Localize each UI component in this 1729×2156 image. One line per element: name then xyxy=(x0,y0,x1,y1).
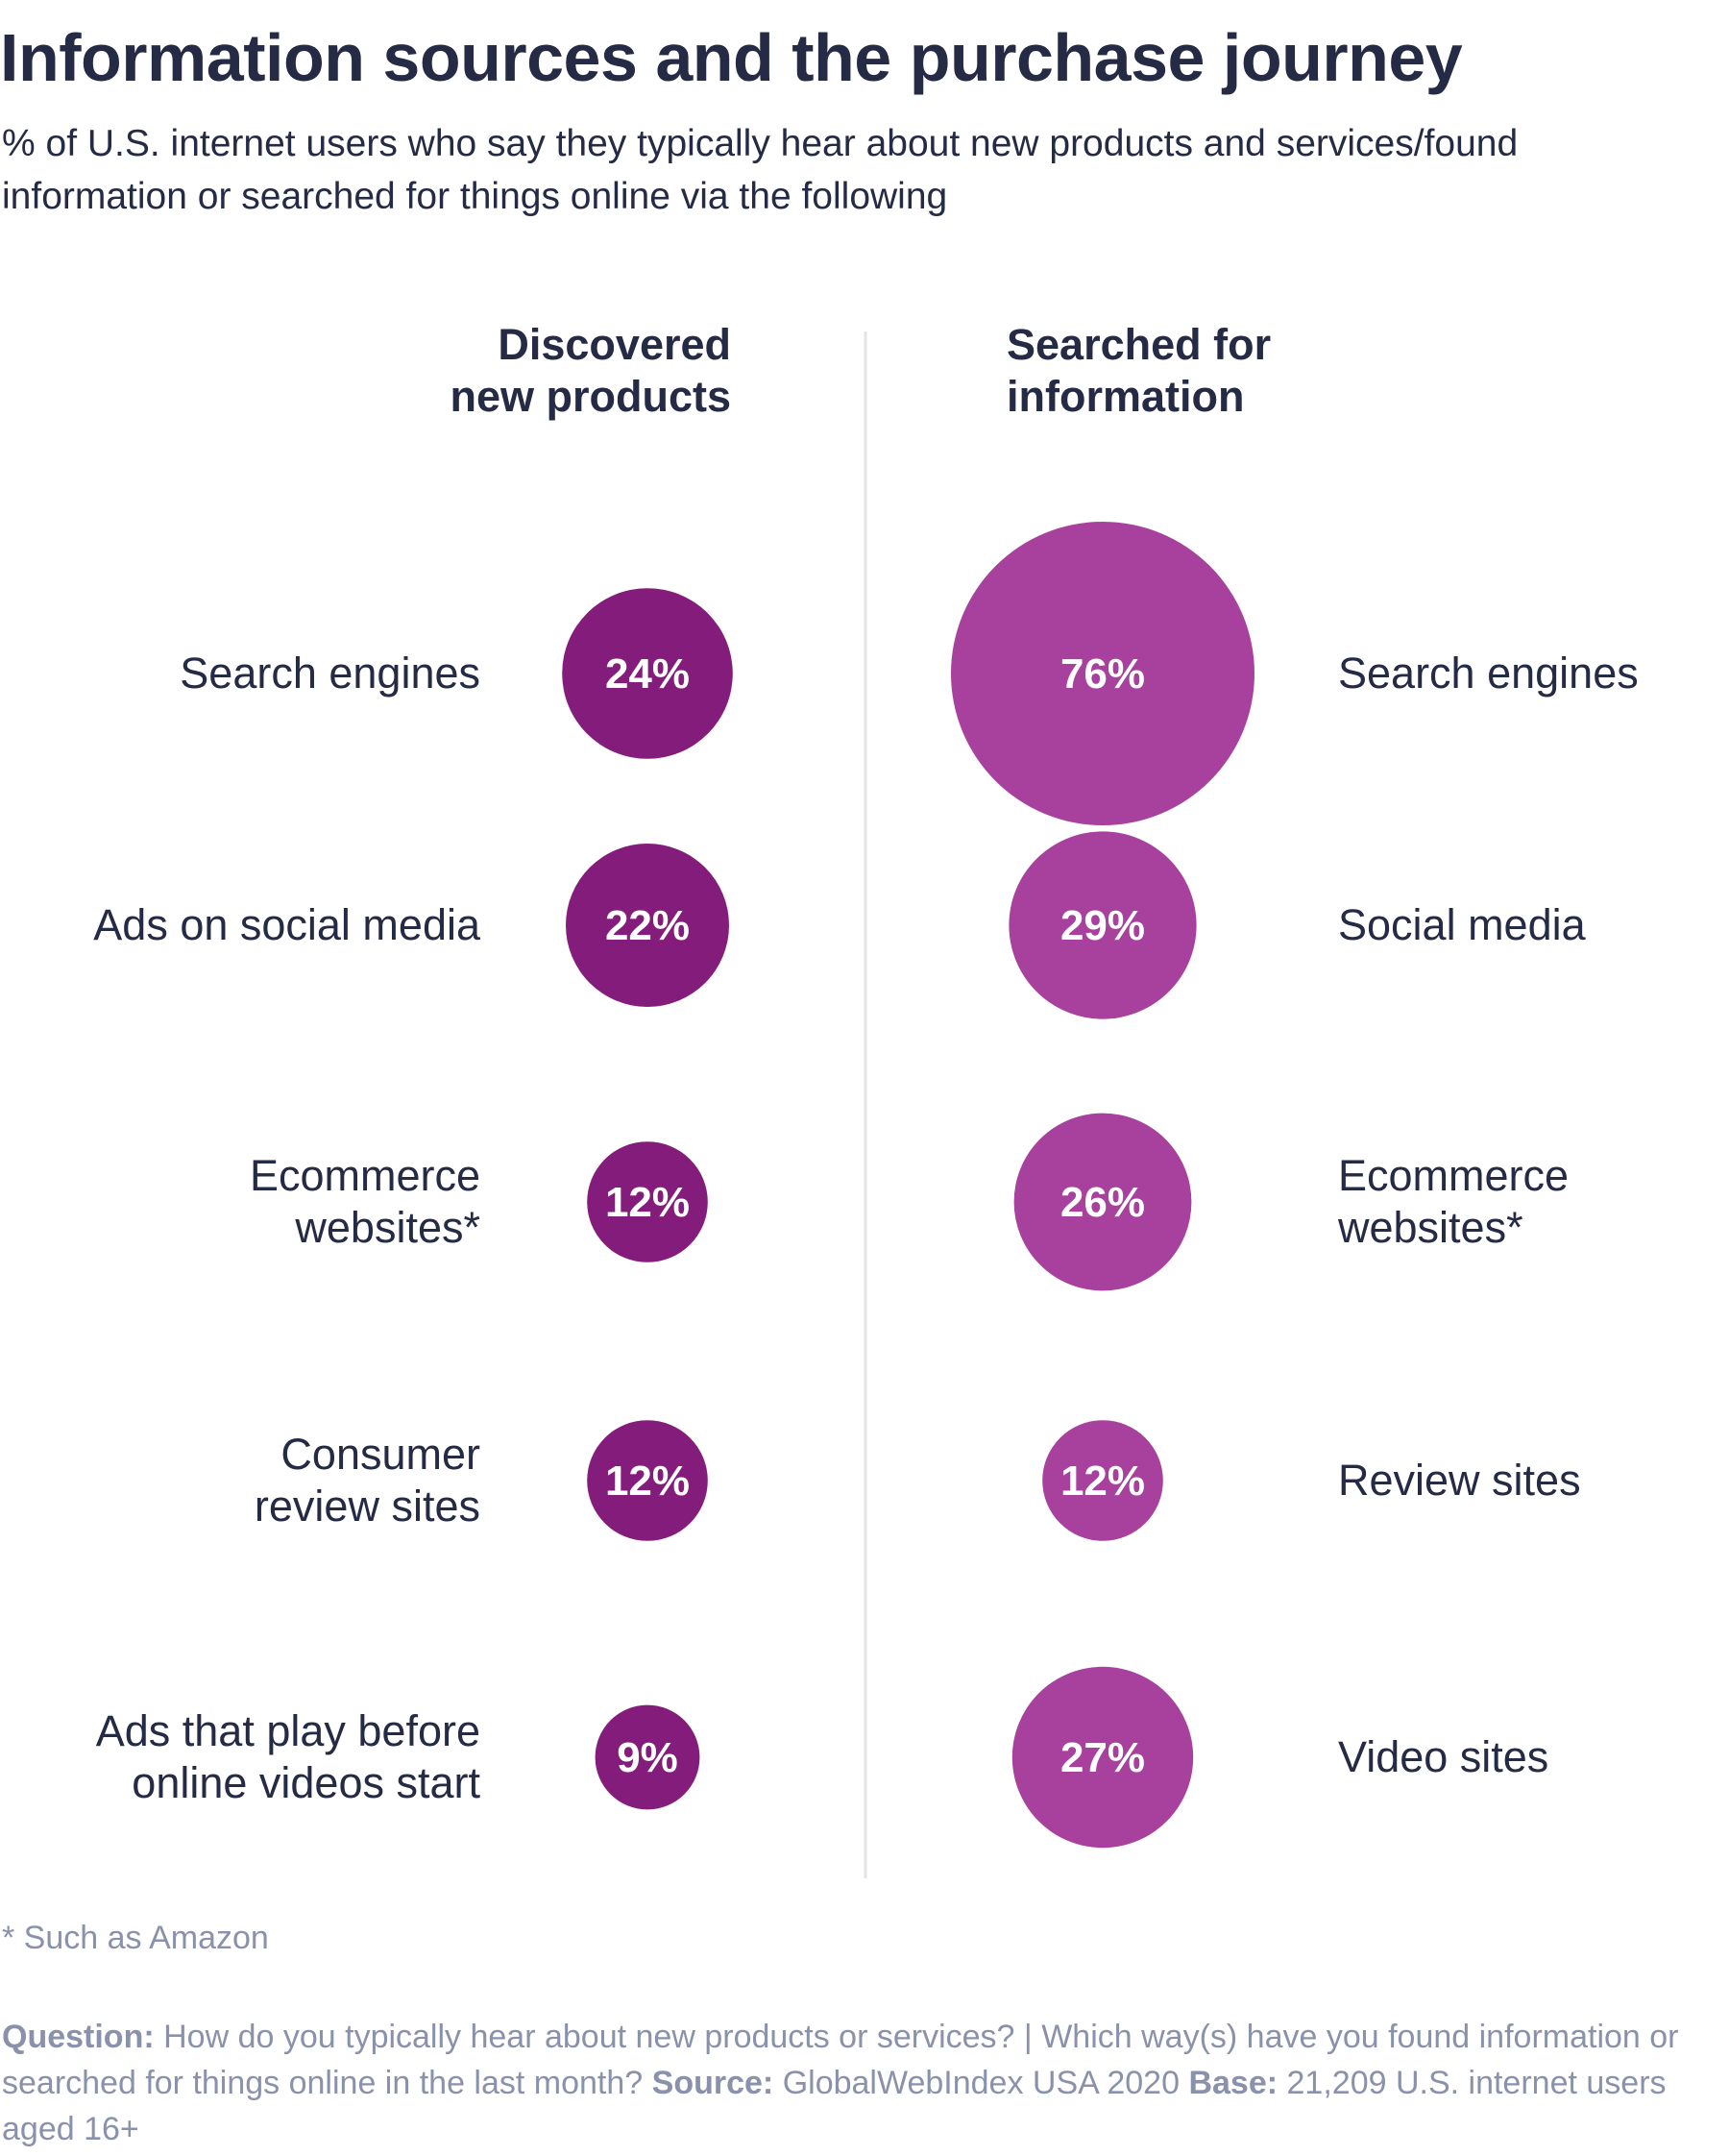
row-label-line: Search engines xyxy=(180,649,480,698)
discovered-bubble xyxy=(566,844,729,1007)
base-text: 21,209 U.S. internet users aged 16+ xyxy=(2,2065,1667,2147)
discovered-bubble xyxy=(587,1420,708,1541)
row-label-line: Consumer xyxy=(280,1430,480,1479)
searched-bubble xyxy=(1013,1113,1192,1291)
source-text: GlobalWebIndex USA 2020 xyxy=(782,2065,1180,2101)
bubble-value-label: 27% xyxy=(1060,1734,1145,1781)
row-label-line: Search engines xyxy=(1338,649,1639,698)
bubble-value-label: 24% xyxy=(605,650,690,698)
searched-row-label: Social media xyxy=(1338,900,1587,949)
bubble-value-label: 12% xyxy=(1060,1458,1145,1505)
bubble-value-label: 12% xyxy=(605,1458,690,1505)
chart-title: Information sources and the purchase jou… xyxy=(0,20,1463,95)
searched-bubble xyxy=(1011,1666,1194,1849)
searched-row-label: Video sites xyxy=(1338,1732,1548,1781)
row-label-line: Review sites xyxy=(1338,1456,1581,1505)
footnote: * Such as Amazon xyxy=(2,1920,269,1956)
bubble-value-label: 29% xyxy=(1060,902,1145,949)
source-label: Source: xyxy=(651,2065,774,2101)
discovered-row-label: Search engines xyxy=(180,649,480,698)
bubble-value-label: 26% xyxy=(1060,1179,1145,1226)
searched-bubble xyxy=(1042,1420,1163,1541)
question-text: How do you typically hear about new prod… xyxy=(2,2019,1679,2101)
row-label-line: review sites xyxy=(255,1482,480,1531)
searched-bubble xyxy=(1009,831,1197,1019)
row-label-line: Ads on social media xyxy=(93,900,481,949)
column-header-line: information xyxy=(1007,372,1244,421)
row-label-line: Social media xyxy=(1338,900,1587,949)
discovered-row-label: Consumer review sites xyxy=(255,1430,480,1531)
discovered-bubble xyxy=(562,588,733,759)
row-label-line: online videos start xyxy=(132,1758,480,1807)
row-label-line: Video sites xyxy=(1338,1732,1548,1781)
source-note: Question: How do you typically hear abou… xyxy=(2,2014,1721,2152)
row-label-line: Ecommerce xyxy=(250,1151,480,1200)
discovered-row-label: Ads that play before online videos start xyxy=(96,1706,481,1807)
row-label-line: Ecommerce xyxy=(1338,1151,1569,1200)
column-header-line: Discovered xyxy=(498,320,731,369)
discovered-row-label: Ecommerce websites* xyxy=(250,1151,480,1252)
bubble-value-label: 9% xyxy=(617,1734,678,1781)
searched-row-label: Search engines xyxy=(1338,649,1639,698)
bubble-value-label: 12% xyxy=(605,1179,690,1226)
chart-subtitle: % of U.S. internet users who say they ty… xyxy=(2,123,1519,217)
searched-row-label: Review sites xyxy=(1338,1456,1581,1505)
bubble-value-label: 76% xyxy=(1060,650,1145,698)
header-searched: Searched for information xyxy=(1007,320,1271,421)
row-label-line: websites* xyxy=(1337,1203,1523,1252)
row-label-line: websites* xyxy=(294,1203,480,1252)
searched-row-label: Ecommerce websites* xyxy=(1337,1151,1569,1252)
row-label-line: Ads that play before xyxy=(96,1706,480,1755)
question-label: Question: xyxy=(2,2019,155,2055)
discovered-bubble xyxy=(595,1704,700,1810)
column-header-line: Searched for xyxy=(1007,320,1271,369)
bubble-value-label: 22% xyxy=(605,902,690,949)
discovered-row-label: Ads on social media xyxy=(93,900,481,949)
searched-bubble xyxy=(951,522,1254,825)
base-label: Base: xyxy=(1188,2065,1278,2101)
header-discovered: Discovered new products xyxy=(450,320,731,421)
column-header-line: new products xyxy=(450,372,731,421)
discovered-bubble xyxy=(587,1141,708,1262)
